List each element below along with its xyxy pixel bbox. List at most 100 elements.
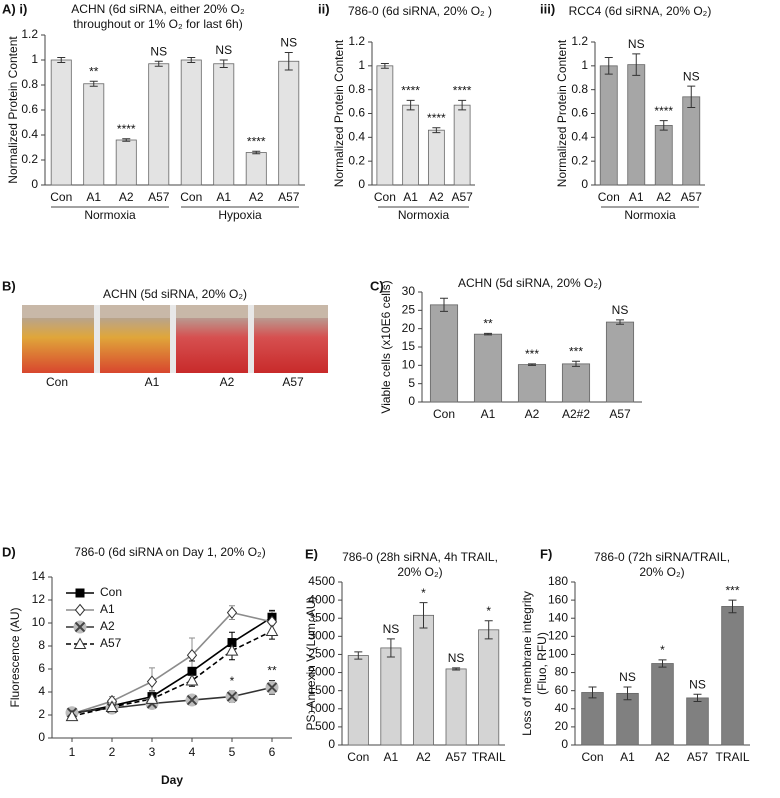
- photo-label: Con: [46, 375, 68, 389]
- photo-title: ACHN (5d siRNA, 20% O₂): [103, 287, 247, 301]
- y-tick-label: 0.6: [571, 106, 588, 120]
- y-tick-label: 12: [32, 592, 46, 606]
- y-tick-label: 120: [548, 629, 568, 643]
- x-tick-label: Con: [347, 750, 369, 764]
- y-tick-label: 2: [38, 707, 45, 721]
- y-tick-label: 1: [31, 52, 38, 66]
- significance-label: NS: [612, 303, 629, 317]
- y-tick-label: 25: [402, 303, 416, 317]
- y-tick-label: 6: [38, 661, 45, 675]
- error-bar: [252, 150, 261, 155]
- x-tick-label: Con: [374, 190, 396, 204]
- chart-title: 786-0 (6d siRNA, 20% O₂ ): [348, 4, 492, 18]
- marker: [185, 673, 199, 686]
- x-tick-label: Con: [598, 190, 620, 204]
- bar: [478, 629, 500, 746]
- error-bar: [154, 60, 163, 67]
- y-tick-label: 1.2: [571, 34, 588, 48]
- y-tick-label: 180: [548, 574, 568, 588]
- error-bar: [484, 332, 492, 336]
- error-bar: [572, 360, 580, 367]
- error-bar: [452, 667, 461, 671]
- bar: [599, 65, 618, 186]
- bar: [445, 668, 467, 746]
- divider: [170, 305, 176, 373]
- significance-label: **: [483, 317, 493, 331]
- y-tick-label: 4500: [308, 574, 335, 588]
- group-label: Normoxia: [398, 208, 450, 222]
- significance-label: NS: [448, 651, 465, 665]
- bar: [651, 663, 674, 746]
- significance-label: NS: [215, 43, 232, 57]
- y-tick-label: 4000: [308, 592, 335, 606]
- y-tick-label: 1.2: [21, 27, 38, 41]
- significance-label: ****: [427, 111, 446, 125]
- y-tick-label: 160: [548, 592, 568, 606]
- y-tick-label: 0.8: [21, 77, 38, 91]
- y-tick-label: 0.2: [348, 153, 365, 167]
- panel-label: iii): [540, 1, 555, 16]
- group-label: Normoxia: [84, 208, 136, 222]
- legend-label: A1: [100, 602, 115, 616]
- y-tick-label: 140: [548, 610, 568, 624]
- y-tick-label: 1000: [308, 701, 335, 715]
- error-bar: [284, 52, 293, 71]
- y-tick-label: 4: [38, 684, 45, 698]
- y-tick-label: 10: [402, 358, 416, 372]
- well: [100, 318, 170, 373]
- x-tick-label: A1: [216, 190, 231, 204]
- divider: [248, 305, 254, 373]
- series-line: [71, 616, 273, 715]
- bar: [517, 364, 547, 403]
- x-tick-label: A2: [249, 190, 264, 204]
- x-axis-label: Day: [161, 773, 183, 787]
- y-tick-label: 3000: [308, 629, 335, 643]
- y-tick-label: 3500: [308, 610, 335, 624]
- chart-title: 20% O₂): [397, 565, 442, 579]
- error-bar: [219, 59, 228, 68]
- y-tick-label: 1: [358, 58, 365, 72]
- y-tick-label: 2500: [308, 647, 335, 661]
- error-bar: [659, 120, 668, 131]
- y-tick-label: 0: [408, 394, 415, 408]
- series-line: [71, 686, 273, 714]
- legend-label: A57: [100, 636, 122, 650]
- x-tick-label: 1: [69, 745, 76, 759]
- x-tick-label: TRAIL: [715, 750, 749, 764]
- bar: [682, 96, 701, 186]
- bar: [561, 363, 591, 403]
- significance-label: ***: [725, 583, 739, 597]
- y-tick-label: 0: [581, 177, 588, 191]
- error-bar: [658, 659, 667, 668]
- error-bar: [380, 62, 389, 69]
- bar: [686, 697, 709, 746]
- bar: [453, 104, 471, 186]
- x-tick-label: A2: [119, 190, 134, 204]
- significance-label: ****: [654, 104, 673, 118]
- bar: [721, 606, 744, 746]
- significance-label: *: [486, 604, 491, 618]
- y-tick-label: 1500: [308, 683, 335, 697]
- y-tick-label: 80: [555, 665, 569, 679]
- y-tick-label: 8: [38, 638, 45, 652]
- significance-label: NS: [280, 36, 297, 50]
- error-bar: [122, 138, 131, 142]
- y-tick-label: 0: [31, 177, 38, 191]
- x-tick-label: Con: [581, 750, 603, 764]
- significance-label: **: [267, 664, 277, 678]
- panel-label: ii): [318, 1, 330, 16]
- marker: [226, 691, 238, 702]
- y-axis-label: Viable cells (x10E6 cells): [379, 280, 393, 413]
- marker: [265, 624, 279, 637]
- bar: [380, 647, 402, 746]
- y-axis-label: Normalized Protein Content: [555, 39, 569, 187]
- marker: [146, 675, 158, 688]
- chart-title: 20% O₂): [639, 565, 684, 579]
- error-bar: [386, 638, 395, 658]
- significance-label: NS: [683, 69, 700, 83]
- y-axis-label: (Fluo, RFU): [535, 632, 549, 695]
- x-tick-label: Con: [180, 190, 202, 204]
- marker: [266, 682, 278, 693]
- x-tick-label: A1: [481, 407, 496, 421]
